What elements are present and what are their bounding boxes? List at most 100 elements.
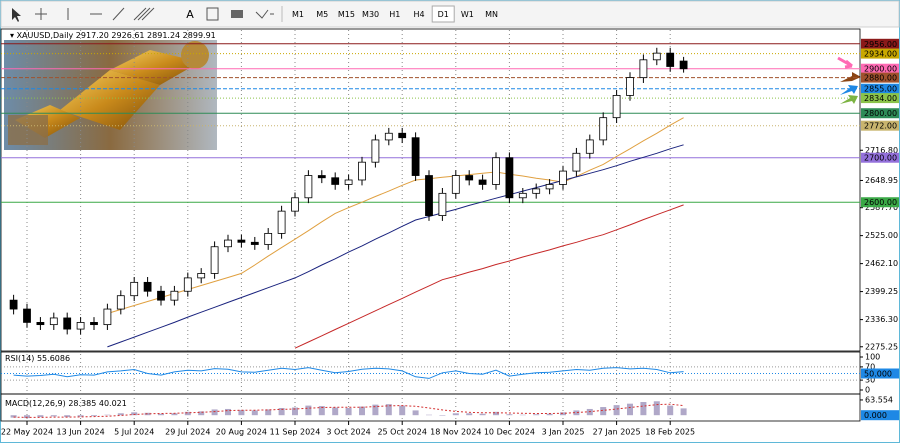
rsi-value: 55.6086: [37, 354, 70, 363]
macd-bar: [171, 413, 178, 416]
macd-value: 28.385: [68, 399, 96, 408]
macd-bar: [345, 408, 352, 416]
candle-body: [277, 210, 286, 234]
candle-body: [63, 317, 72, 330]
rsi-line: [13, 367, 684, 379]
x-tick-label: 10 Dec 2024: [484, 428, 535, 437]
y-tick-label: 30: [865, 376, 875, 385]
moving-average: [107, 144, 684, 348]
macd-bar: [24, 415, 30, 419]
candle-body: [237, 239, 246, 243]
candle-body: [532, 188, 541, 194]
timeframe-label[interactable]: W1: [461, 10, 474, 19]
text-icon[interactable]: A: [186, 8, 194, 21]
x-tick-label: 20 Aug 2024: [216, 428, 267, 437]
y-tick-label: 2275.25: [865, 342, 898, 351]
x-tick-label: 18 Nov 2024: [430, 428, 481, 437]
level-label-box: [861, 108, 899, 119]
x-tick-label: 11 Sep 2024: [270, 428, 321, 437]
y-tick-label: 2648.95: [865, 176, 898, 185]
candle-body: [666, 52, 675, 67]
candle-body: [90, 322, 98, 326]
shapes-icon[interactable]: [255, 9, 274, 19]
macd-bar: [613, 405, 620, 416]
timeframe-label[interactable]: D1: [438, 10, 449, 19]
timeframe-label[interactable]: M15: [338, 10, 355, 19]
timeframe-label[interactable]: MN: [485, 10, 498, 19]
candle-body: [317, 175, 326, 179]
timeframe-button[interactable]: [431, 5, 455, 23]
level-label-box: [861, 38, 899, 49]
plot: 22 May 2024 13 Jun 2024 5 Jul 2024 29 Jul 2…: [0, 28, 899, 437]
candle-body: [545, 184, 554, 190]
trendline-icon[interactable]: [112, 7, 125, 21]
timeframe-label[interactable]: M30: [362, 10, 379, 19]
timeframe-label[interactable]: H1: [389, 10, 400, 19]
timeframe-label[interactable]: H4: [413, 10, 424, 19]
candle-body: [210, 246, 219, 274]
level-label: 0.000: [864, 411, 887, 420]
candle-body: [639, 59, 648, 79]
crosshair-icon[interactable]: [35, 8, 47, 20]
macd-bar: [533, 414, 540, 416]
macd-bar: [640, 402, 647, 416]
candle-body: [224, 239, 232, 248]
candle-body: [157, 290, 165, 301]
candle-body: [679, 60, 688, 70]
candle-body: [358, 161, 366, 181]
level-label-box: [861, 368, 899, 379]
macd-bar: [238, 409, 245, 416]
macd-bar: [184, 411, 191, 416]
level-label: 2700.00: [864, 154, 897, 163]
level-label-box: [861, 83, 899, 94]
x-tick-label: 29 Jul 2024: [165, 428, 210, 437]
candle-body: [23, 308, 31, 323]
x-tick-label: 3 Oct 2024: [326, 428, 370, 437]
macd-bar: [653, 401, 660, 416]
channel-icon[interactable]: [133, 7, 155, 21]
y-tick-label: 2525.00: [865, 231, 898, 240]
y-tick-label: 2336.30: [865, 315, 898, 324]
candle-body: [183, 277, 192, 292]
candle-body: [626, 77, 634, 96]
candle-body: [438, 192, 447, 216]
candle-body: [559, 170, 567, 185]
level-label: 2900.00: [864, 65, 897, 74]
x-tick-label: 13 Jun 2024: [57, 428, 105, 437]
level-label-box: [861, 152, 899, 163]
level-label: 2772.00: [864, 122, 897, 131]
macd-title: MACD(12,26,9) 28.385 40.021: [5, 399, 127, 408]
macd-bar: [198, 411, 205, 416]
candle-body: [264, 232, 273, 245]
candle-body: [411, 137, 420, 176]
candle-body: [143, 281, 152, 292]
macd-bar: [37, 415, 44, 418]
macd-bar: [506, 414, 513, 416]
chart-title: ▾ XAUUSD,Daily 2917.20 2926.61 2891.24 2…: [10, 31, 216, 40]
label-icon[interactable]: [206, 7, 219, 21]
level-label-box: [861, 197, 899, 208]
panel-frame: [0, 28, 861, 352]
x-tick-label: 18 Feb 2025: [645, 428, 695, 437]
macd-bar: [479, 413, 486, 416]
x-tick-label: 25 Oct 2024: [377, 428, 426, 437]
timeframe-label[interactable]: M5: [316, 10, 328, 19]
candle-body: [116, 295, 125, 310]
timeframe-label[interactable]: M1: [292, 10, 304, 19]
level-label-box: [861, 93, 899, 104]
x-tick-label: 27 Jan 2025: [593, 428, 641, 437]
rsi-name: RSI(14): [5, 354, 34, 363]
candle-body: [599, 117, 608, 141]
cursor-icon[interactable]: [12, 8, 21, 22]
macd-bar: [600, 407, 607, 416]
level-label: 2880.00: [864, 74, 897, 83]
candle-body: [572, 152, 581, 172]
candle-body: [170, 290, 179, 301]
rect-icon[interactable]: [231, 10, 243, 18]
arrow-marker: [837, 56, 853, 69]
candle-body: [76, 322, 85, 330]
macd-bar: [667, 405, 674, 416]
level-label: 2834.00: [864, 94, 897, 103]
candle-body: [36, 322, 45, 326]
candle-body: [505, 157, 514, 199]
